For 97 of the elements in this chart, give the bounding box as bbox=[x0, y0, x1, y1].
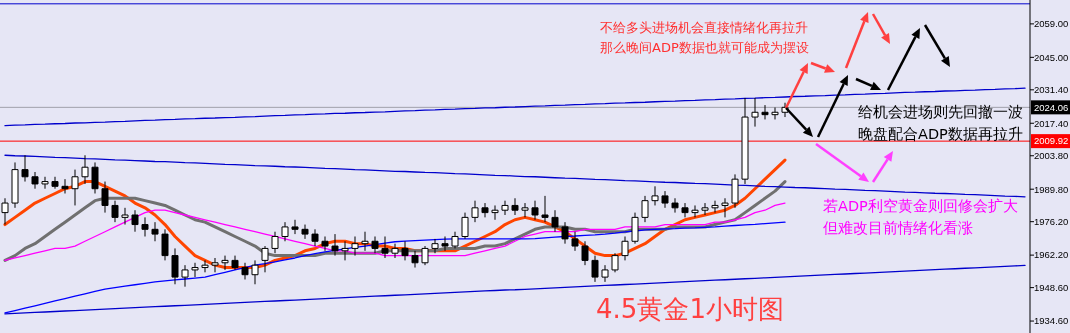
candlestick bbox=[571, 231, 579, 252]
candlestick bbox=[121, 207, 129, 226]
candlestick bbox=[21, 154, 29, 183]
candlestick bbox=[691, 204, 699, 218]
candlestick bbox=[131, 209, 139, 233]
annotation: 但难改目前情绪化看涨 bbox=[823, 220, 973, 236]
candlestick bbox=[531, 200, 539, 221]
candlestick bbox=[281, 221, 289, 242]
candlestick bbox=[671, 197, 679, 214]
candlestick bbox=[651, 185, 659, 206]
candlestick bbox=[331, 233, 339, 257]
line-series bbox=[4, 202, 786, 262]
candlestick bbox=[11, 161, 19, 209]
candlestick bbox=[51, 176, 59, 190]
y-tick-label: 2059.00 bbox=[1034, 18, 1069, 30]
y-tick-label: 2017.40 bbox=[1034, 117, 1069, 129]
y-tick-label: 1948.60 bbox=[1034, 281, 1069, 293]
candlestick bbox=[661, 190, 669, 209]
candlestick bbox=[401, 240, 409, 261]
y-tick-label: 2045.00 bbox=[1034, 51, 1069, 63]
candlestick bbox=[471, 200, 479, 223]
ref-line-label: 2009.92 bbox=[1034, 135, 1069, 147]
annotation: 若ADP利空黄金则回修会扩大 bbox=[823, 198, 1018, 214]
candlestick bbox=[311, 228, 319, 247]
candlestick bbox=[61, 178, 69, 194]
candlestick bbox=[421, 245, 429, 266]
candlestick bbox=[1, 197, 9, 226]
candlestick bbox=[631, 212, 639, 245]
candlestick bbox=[291, 219, 299, 235]
candlestick bbox=[141, 216, 149, 237]
candlestick bbox=[171, 247, 179, 285]
candlestick bbox=[501, 200, 509, 216]
candlestick bbox=[381, 235, 389, 259]
candlestick bbox=[731, 173, 739, 209]
candlestick bbox=[191, 262, 199, 278]
candlestick bbox=[151, 221, 159, 242]
candlestick bbox=[611, 252, 619, 273]
y-tick-label: 2003.80 bbox=[1034, 150, 1069, 162]
candlestick bbox=[441, 235, 449, 252]
candlestick bbox=[561, 221, 569, 245]
candlestick bbox=[431, 238, 439, 254]
candlestick bbox=[221, 255, 229, 271]
candlestick bbox=[411, 250, 419, 269]
candlestick bbox=[301, 224, 309, 240]
ref-line-label: 2024.06 bbox=[1034, 101, 1069, 113]
candlestick bbox=[711, 200, 719, 214]
candlestick bbox=[751, 97, 759, 128]
candlestick bbox=[771, 107, 779, 120]
candlestick bbox=[641, 195, 649, 223]
candlestick bbox=[451, 231, 459, 249]
text: 4.5黄金1小时图 bbox=[596, 294, 784, 324]
candlestick bbox=[271, 231, 279, 254]
candlestick bbox=[591, 255, 599, 283]
candlestick bbox=[351, 235, 359, 257]
candlestick bbox=[391, 243, 399, 259]
candlestick bbox=[201, 259, 209, 273]
annotation: 晚盘配合ADP数据再拉升 bbox=[858, 126, 1023, 142]
candlestick bbox=[581, 240, 589, 266]
candlestick bbox=[481, 202, 489, 218]
y-tick-label: 1976.20 bbox=[1034, 216, 1069, 228]
candlestick bbox=[181, 264, 189, 288]
candlestick bbox=[741, 97, 749, 185]
candlestick bbox=[511, 197, 519, 216]
annotation: 给机会进场则先回撤一波 bbox=[858, 104, 1023, 120]
y-tick-label: 1962.20 bbox=[1034, 249, 1069, 261]
candlestick bbox=[541, 195, 549, 223]
candlestick bbox=[361, 231, 369, 252]
candlestick bbox=[461, 212, 469, 240]
line-series bbox=[4, 87, 1026, 127]
candlestick bbox=[621, 235, 629, 261]
annotation: 不给多头进场机会直接情绪化再拉升 bbox=[600, 20, 808, 35]
candlestick bbox=[321, 235, 329, 252]
candlestick bbox=[261, 245, 269, 273]
candlestick bbox=[491, 204, 499, 221]
candlestick bbox=[761, 104, 769, 120]
annotation: 那么晚间ADP数据也就可能成为摆设 bbox=[600, 40, 809, 55]
candlestick bbox=[721, 197, 729, 218]
y-tick-label: 2031.40 bbox=[1034, 84, 1069, 96]
candlestick bbox=[71, 169, 79, 206]
candlestick bbox=[231, 255, 239, 271]
candlestick bbox=[31, 171, 39, 190]
candlestick bbox=[111, 200, 119, 223]
candlestick bbox=[681, 202, 689, 218]
candlestick bbox=[341, 240, 349, 261]
y-tick-label: 1989.80 bbox=[1034, 183, 1069, 195]
candlestick bbox=[551, 209, 559, 233]
candlestick bbox=[161, 228, 169, 261]
line-series bbox=[4, 154, 1026, 198]
y-tick-label: 1934.60 bbox=[1034, 315, 1069, 327]
candlestick bbox=[371, 235, 379, 254]
candlestick bbox=[91, 161, 99, 194]
candlestick bbox=[601, 264, 609, 283]
candlestick bbox=[81, 154, 89, 185]
candlestick bbox=[251, 259, 259, 285]
candlestick bbox=[101, 181, 109, 214]
candlestick bbox=[241, 262, 249, 280]
candlestick bbox=[41, 176, 49, 190]
